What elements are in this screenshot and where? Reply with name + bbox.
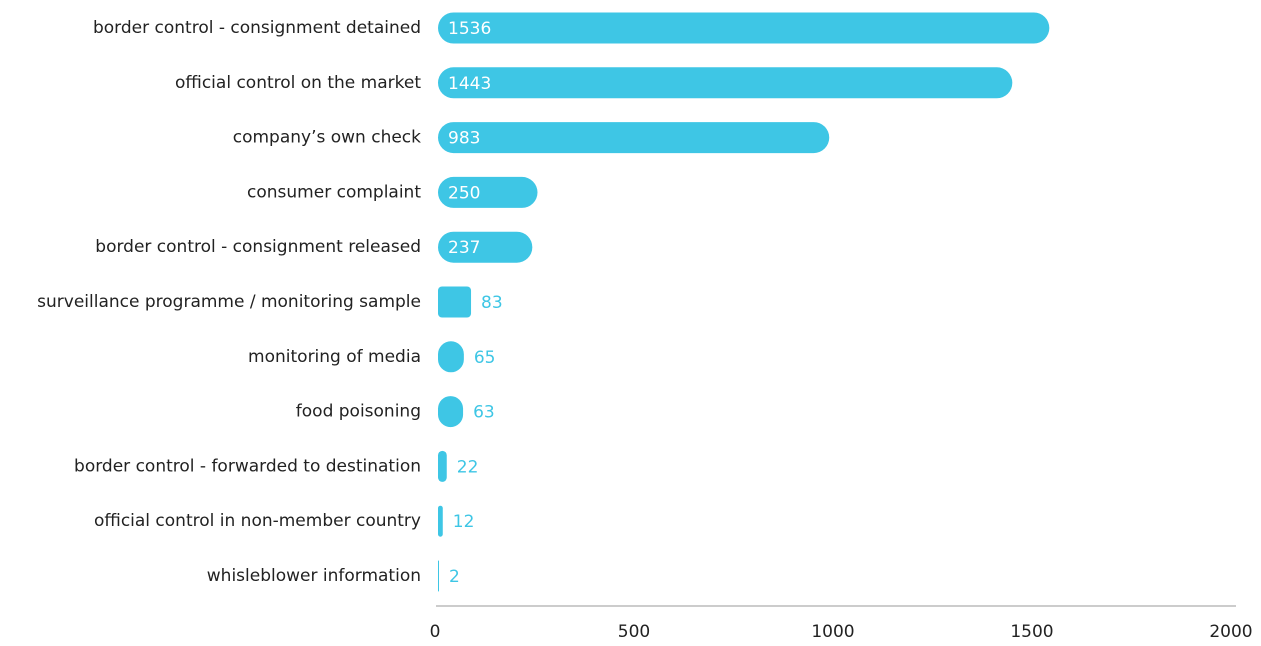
value-label: 63 xyxy=(473,403,495,423)
bar xyxy=(438,560,439,592)
bar xyxy=(438,12,1050,44)
bar xyxy=(438,176,538,208)
bar xyxy=(438,286,472,318)
bar xyxy=(438,505,443,537)
value-label: 22 xyxy=(457,457,479,477)
bar xyxy=(438,231,533,263)
category-label: consumer complaint xyxy=(247,182,421,202)
value-label: 65 xyxy=(474,348,496,368)
category-label: official control on the market xyxy=(175,73,421,93)
bar xyxy=(438,450,447,482)
value-label: 1443 xyxy=(448,74,491,94)
bars xyxy=(438,12,1050,592)
bar xyxy=(438,122,830,154)
x-tick-label: 500 xyxy=(618,622,650,642)
category-label: surveillance programme / monitoring samp… xyxy=(37,292,421,312)
category-label: food poisoning xyxy=(296,402,421,422)
bar xyxy=(438,396,464,428)
value-label: 12 xyxy=(453,512,475,532)
value-label: 1536 xyxy=(448,19,491,39)
category-label: whisleblower information xyxy=(207,566,421,586)
bar xyxy=(438,341,464,373)
category-label: border control - consignment released xyxy=(95,237,421,257)
category-label: official control in non-member country xyxy=(94,511,421,531)
category-label: border control - forwarded to destinatio… xyxy=(74,456,421,476)
bar xyxy=(438,67,1013,99)
x-tick-label: 0 xyxy=(430,622,441,642)
value-label: 983 xyxy=(448,129,480,149)
x-tick-label: 1500 xyxy=(1010,622,1053,642)
value-label: 83 xyxy=(481,293,503,313)
value-labels: 1536 1443 983 250 237 83 65 63 22 12 2 xyxy=(448,19,503,587)
category-label: monitoring of media xyxy=(248,347,421,367)
category-labels: border control - consignment detained off… xyxy=(37,18,421,586)
x-tick-label: 1000 xyxy=(811,622,854,642)
x-axis-ticks: 0 500 1000 1500 2000 xyxy=(430,622,1253,642)
value-label: 250 xyxy=(448,183,480,203)
category-label: company’s own check xyxy=(233,128,421,148)
value-label: 2 xyxy=(449,567,460,587)
x-tick-label: 2000 xyxy=(1209,622,1252,642)
category-label: border control - consignment detained xyxy=(93,18,421,38)
value-label: 237 xyxy=(448,238,480,258)
